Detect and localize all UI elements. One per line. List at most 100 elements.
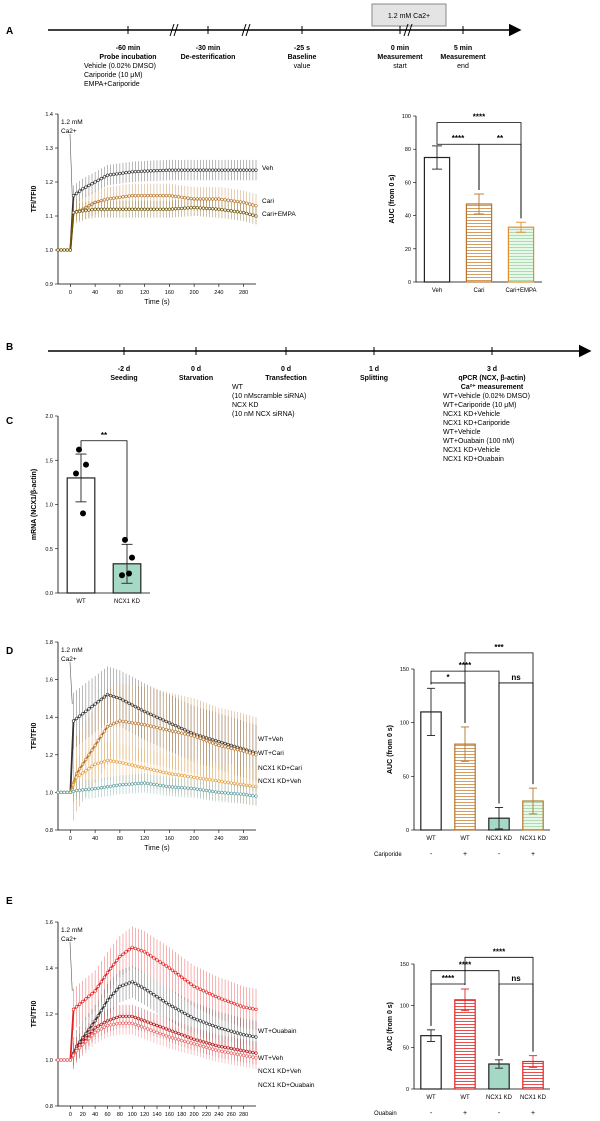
data-point xyxy=(90,764,94,768)
x-tick-label: 0 xyxy=(69,1112,72,1118)
data-point xyxy=(90,787,94,791)
significance-label: **** xyxy=(459,661,472,670)
data-point xyxy=(158,960,162,964)
data-point xyxy=(143,169,147,173)
category-label: NCX1 KD xyxy=(114,599,141,605)
data-point xyxy=(186,786,190,790)
data-point xyxy=(96,1029,100,1033)
data-point xyxy=(130,763,134,767)
data-point xyxy=(161,168,165,172)
x-tick-label: 100 xyxy=(128,1112,137,1118)
data-point xyxy=(105,758,110,763)
data-point xyxy=(242,1033,246,1037)
data-dot xyxy=(76,446,82,453)
data-point xyxy=(195,1043,199,1047)
data-point xyxy=(158,194,162,198)
data-point xyxy=(127,720,131,724)
data-point xyxy=(189,206,193,210)
series-label: Cari xyxy=(262,198,274,205)
data-point xyxy=(183,732,187,736)
data-point xyxy=(133,946,137,951)
category-label: NCX1 KD xyxy=(486,836,513,842)
category-label: WT xyxy=(426,836,436,842)
data-point xyxy=(155,169,159,173)
chart-c-bar: 0.0 0.5 1.0 1.5 2.0 mRNA (NCX1/β-actin) WT NCX1… xyxy=(31,414,150,605)
data-point xyxy=(201,989,206,993)
data-point xyxy=(139,949,144,953)
data-point xyxy=(133,764,137,768)
series-label: NCX1 KD+Veh xyxy=(258,778,302,785)
treatment-mark: + xyxy=(463,1110,467,1117)
data-point xyxy=(133,194,137,198)
ca-box-label: 1.2 mM Ca2+ xyxy=(388,13,430,20)
x-axis-label: Time (s) xyxy=(144,845,169,852)
data-point xyxy=(105,207,110,211)
data-dot xyxy=(73,470,79,477)
x-tick-label: 40 xyxy=(92,290,98,296)
data-point xyxy=(121,207,125,211)
timeline-b-event-title: Splitting xyxy=(360,375,388,382)
data-point xyxy=(158,997,162,1001)
data-point xyxy=(226,208,230,213)
x-axis-label: Time (s) xyxy=(144,299,169,306)
data-point xyxy=(229,1051,233,1055)
data-point xyxy=(96,207,100,211)
significance-label: **** xyxy=(473,113,486,122)
data-point xyxy=(214,207,218,211)
data-point xyxy=(102,759,107,763)
data-point xyxy=(105,724,110,729)
data-point xyxy=(130,782,134,786)
data-point xyxy=(226,168,230,172)
data-point xyxy=(226,745,230,750)
y-tick-label: 1.2 xyxy=(45,753,53,759)
timeline-a-event-time: -25 s xyxy=(294,45,310,52)
data-point xyxy=(87,787,91,791)
data-point xyxy=(164,771,168,775)
data-point xyxy=(124,982,128,986)
data-point xyxy=(189,1041,193,1045)
data-point xyxy=(127,1021,131,1025)
data-point xyxy=(251,203,255,207)
data-point xyxy=(201,168,206,172)
data-point xyxy=(167,1003,171,1007)
data-point xyxy=(155,725,159,730)
data-point xyxy=(118,954,122,959)
y-tick-label: 1.4 xyxy=(45,715,53,721)
data-point xyxy=(56,790,60,795)
x-tick-label: 120 xyxy=(140,1112,149,1118)
data-point xyxy=(177,785,181,790)
data-point xyxy=(161,770,165,774)
chart-d-bar: 0 50 100 150 AUC (from 0 s) WT - WT + NCX1 KD - NCX… xyxy=(374,643,550,858)
data-point xyxy=(195,986,199,990)
data-point xyxy=(87,208,91,212)
data-point xyxy=(136,194,141,198)
timeline-a-event-time: 0 min xyxy=(391,45,409,52)
timeline-b-event-time: -2 d xyxy=(118,366,130,373)
data-point xyxy=(198,787,202,792)
timeline-a-event-title: Baseline xyxy=(288,54,317,61)
timeline-a-event-time: -60 min xyxy=(116,45,141,52)
category-label: WT xyxy=(460,836,470,842)
data-point xyxy=(108,723,113,727)
x-tick-label: 280 xyxy=(239,836,248,842)
data-point xyxy=(207,1022,212,1026)
data-point xyxy=(74,210,79,214)
data-point xyxy=(133,981,137,986)
timeline-a-event-title: De-esterification xyxy=(181,54,236,61)
panel-letter-c: C xyxy=(6,416,13,427)
treatment-mark: + xyxy=(463,851,467,858)
data-point xyxy=(223,780,227,784)
y-tick-label: 1.8 xyxy=(45,640,53,646)
data-point xyxy=(183,196,187,200)
timeline-a-event-time: -30 min xyxy=(196,45,221,52)
data-point xyxy=(118,195,122,199)
data-point xyxy=(143,987,147,991)
data-dot xyxy=(80,510,86,517)
bar xyxy=(423,156,451,283)
data-point xyxy=(192,984,196,989)
timeline-b-event-detail: NCX1 KD+Vehicle xyxy=(443,411,500,418)
data-point xyxy=(139,169,144,173)
data-point xyxy=(201,788,206,792)
timeline-b-event-detail: (10 nMscramble siRNA) xyxy=(232,393,306,400)
y-tick-label: 1.4 xyxy=(45,112,53,118)
